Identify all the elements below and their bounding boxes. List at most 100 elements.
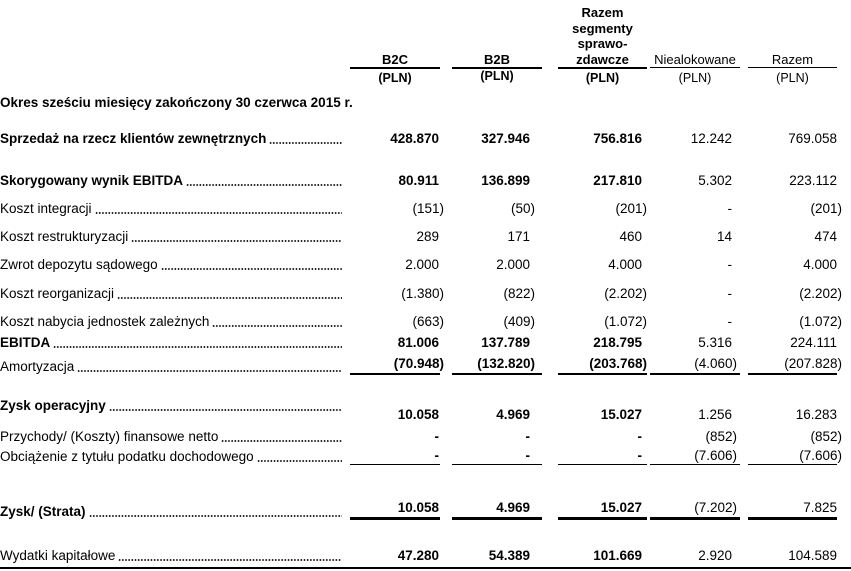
cell-value: 104.589 <box>788 548 837 563</box>
cell-value: 80.911 <box>398 173 439 188</box>
unit-label: (PLN) <box>678 71 712 85</box>
column-header-label: B2C <box>381 51 408 67</box>
dotted-leader <box>108 409 342 411</box>
row-label: Skorygowany wynik EBITDA <box>0 173 350 189</box>
cell-value: - <box>525 429 531 444</box>
cell-value: 224.111 <box>790 335 837 350</box>
cell-value: - <box>558 448 647 465</box>
column-header-label: B2B <box>483 51 510 67</box>
table-row-zysk-operacyjny: Zysk operacyjny 10.058 4.969 15.027 1.25… <box>0 398 837 422</box>
unit-label: (PLN) <box>776 71 809 85</box>
cell-value: (7.606) <box>748 448 842 465</box>
cell-value: 47.280 <box>397 548 439 563</box>
table-row-koszt-reorganizacji: Koszt reorganizacji (1.380) (822) (2.202… <box>0 286 842 302</box>
cell-value: 15.027 <box>600 407 642 422</box>
cell-value: 460 <box>619 229 642 244</box>
cell-value: 7.825 <box>748 500 837 520</box>
dotted-leader <box>221 440 342 442</box>
table-row-wydatki-kapitalowe: Wydatki kapitałowe 47.280 54.389 101.669… <box>0 548 837 564</box>
column-header-label-line: zdawcze <box>576 51 629 67</box>
cell-value: 428.870 <box>390 131 439 146</box>
cell-value: (50) <box>510 201 535 216</box>
cell-value: 4.969 <box>496 407 530 422</box>
row-label: Przychody/ (Koszty) finansowe netto <box>0 429 350 445</box>
cell-value: - <box>727 201 733 216</box>
table-row-koszt-restrukturyzacji: Koszt restrukturyzacji 289 171 460 14 47… <box>0 229 837 245</box>
cell-value: 2.000 <box>496 257 530 272</box>
cell-value: 5.316 <box>698 335 732 350</box>
cell-value: 81.006 <box>397 335 439 350</box>
table-row-amortyzacja: Amortyzacja (70.948) (132.820) (203.768)… <box>0 356 842 375</box>
cell-value: (663) <box>412 314 444 329</box>
row-label: Zysk operacyjny <box>0 398 350 414</box>
cell-value: 4.000 <box>608 257 642 272</box>
unit-label: (PLN) <box>585 71 620 85</box>
cell-value: (7.606) <box>650 448 740 465</box>
cell-value: (70.948) <box>350 356 444 375</box>
column-header-b2c: B2C <box>350 0 440 69</box>
cell-value: (4.060) <box>650 356 740 375</box>
table-bottom-rule <box>0 567 851 569</box>
cell-value: 1.256 <box>698 407 732 422</box>
cell-value: (852) <box>810 429 842 444</box>
column-header-label-line: segmenty <box>572 20 633 36</box>
cell-value: 12.242 <box>690 131 732 146</box>
table-row-zwrot-depozytu: Zwrot depozytu sądowego 2.000 2.000 4.00… <box>0 257 837 273</box>
dotted-leader <box>77 370 342 372</box>
cell-value: 474 <box>814 229 837 244</box>
cell-value: 137.789 <box>481 335 530 350</box>
cell-value: (822) <box>503 286 535 301</box>
unit-label: (PLN) <box>480 69 514 83</box>
row-label: Koszt nabycia jednostek zależnych <box>0 314 350 330</box>
cell-value: (151) <box>412 201 444 216</box>
cell-value: - <box>727 286 733 301</box>
cell-value: - <box>727 257 733 272</box>
cell-value: 4.969 <box>452 500 542 520</box>
cell-value: 327.946 <box>481 131 530 146</box>
cell-value: 756.816 <box>593 131 642 146</box>
column-header-label-line: Razem <box>581 5 624 20</box>
cell-value: 16.283 <box>795 407 837 422</box>
dotted-leader <box>256 460 342 462</box>
cell-value: 2.920 <box>698 548 732 563</box>
dotted-leader <box>53 346 342 348</box>
cell-value: (207.828) <box>748 356 842 375</box>
table-row-skorygowany-ebitda: Skorygowany wynik EBITDA 80.911 136.899 … <box>0 173 837 189</box>
column-header-niealokowane: Niealokowane <box>650 0 740 68</box>
cell-value: 2.000 <box>405 257 439 272</box>
dotted-leader <box>117 297 342 299</box>
row-label: Koszt integracji <box>0 201 350 217</box>
cell-value: (2.202) <box>799 286 842 301</box>
cell-value: 15.027 <box>558 500 647 520</box>
cell-value: (852) <box>705 429 737 444</box>
column-header-b2b: B2B <box>452 0 542 69</box>
cell-value: - <box>350 448 440 465</box>
row-label: EBITDA <box>0 335 350 351</box>
row-label: Koszt restrukturyzacji <box>0 229 350 245</box>
dotted-leader <box>88 515 342 517</box>
column-header-label: Razem <box>771 51 814 67</box>
cell-value: - <box>637 429 643 444</box>
table-row-podatek-dochodowy: Obciążenie z tytułu podatku dochodowego … <box>0 448 842 465</box>
column-header-razem-segmenty: Razem segmenty sprawo- zdawcze <box>558 0 647 69</box>
dotted-leader <box>160 268 342 270</box>
row-label: Zysk/ (Strata) <box>0 500 350 520</box>
cell-value: 136.899 <box>481 173 530 188</box>
period-heading: Okres sześciu miesięcy zakończony 30 cze… <box>0 95 353 110</box>
cell-value: 14 <box>716 229 732 244</box>
cell-value: (1.380) <box>401 286 444 301</box>
cell-value: - <box>727 314 733 329</box>
cell-value: 10.058 <box>397 407 439 422</box>
row-label: Sprzedaż na rzecz klientów zewnętrznych <box>0 131 350 147</box>
cell-value: 769.058 <box>788 131 837 146</box>
unit-label: (PLN) <box>378 71 412 85</box>
row-label: Wydatki kapitałowe <box>0 548 350 564</box>
column-header-razem: Razem <box>748 0 837 68</box>
cell-value: (132.820) <box>452 356 542 375</box>
row-label: Obciążenie z tytułu podatku dochodowego <box>0 448 350 465</box>
table-row-koszt-nabycia: Koszt nabycia jednostek zależnych (663) … <box>0 314 842 330</box>
cell-value: (201) <box>810 201 842 216</box>
cell-value: 4.000 <box>803 257 837 272</box>
dotted-leader <box>118 559 342 561</box>
